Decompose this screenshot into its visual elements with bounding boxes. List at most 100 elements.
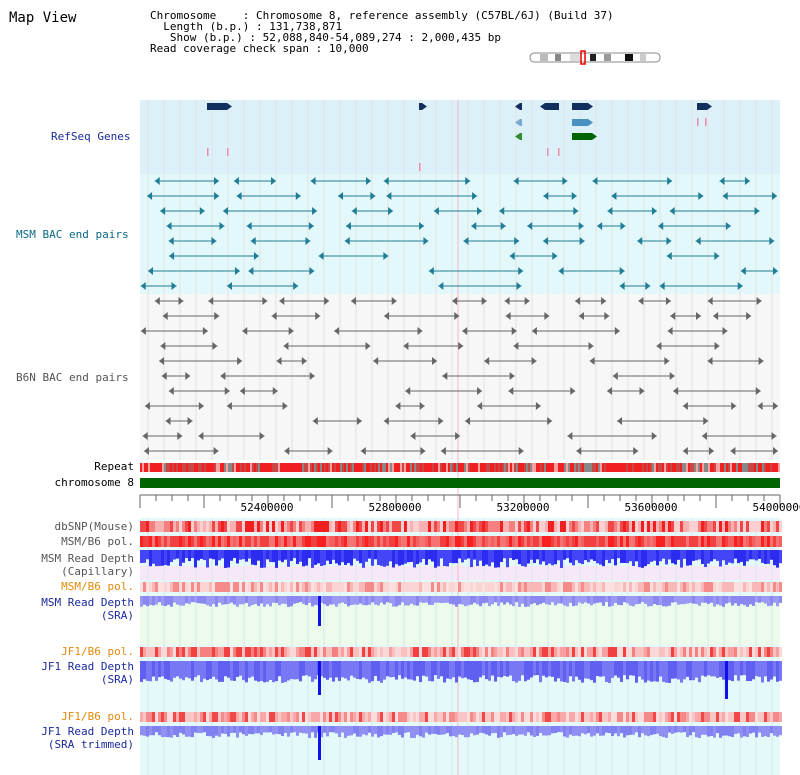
msm-sra-depth-bar <box>632 596 635 607</box>
jf1-b6-pol-2-cell <box>356 712 359 722</box>
msm-capillary-depth-bar <box>161 550 164 566</box>
jf1-b6-pol-cell <box>722 647 725 657</box>
b6n-bac-pair <box>713 312 752 320</box>
jf1-b6-pol-cell <box>209 647 212 657</box>
msm-sra-depth-bar <box>140 596 143 607</box>
msm-b6-pol-cell <box>656 536 659 547</box>
dbsnp-cell <box>434 521 437 532</box>
msm-sra-depth-bar <box>671 596 674 603</box>
dbsnp-label[interactable]: dbSNP(Mouse) <box>54 520 134 533</box>
bac-end-left <box>373 357 379 365</box>
jf1-b6-pol-2-cell <box>143 712 146 722</box>
repeat-segment <box>580 463 582 472</box>
repeat-segment <box>720 463 722 472</box>
bac-end-right <box>731 402 737 410</box>
dbsnp-cell <box>662 521 665 532</box>
jf1-b6-pol-2-cell <box>260 712 263 722</box>
jf1-b6-pol-2-label[interactable]: JF1/B6 pol. <box>61 710 134 723</box>
msm-capillary-depth-bar <box>467 550 470 559</box>
msm-read-depth-capillary-label[interactable]: MSM Read Depth (Capillary) <box>0 552 134 578</box>
jf1-trimmed-depth-bar <box>212 726 215 738</box>
msm-b6-pol-label[interactable]: MSM/B6 pol. <box>61 535 134 548</box>
jf1-b6-pol-2-cell <box>761 712 764 722</box>
msm-capillary-depth-bar <box>539 550 542 565</box>
repeat-segment <box>578 463 580 472</box>
jf1-read-depth-trimmed-label[interactable]: JF1 Read Depth (SRA trimmed) <box>0 725 134 751</box>
gene-body <box>520 103 522 110</box>
b6n-bac-pair <box>403 342 464 350</box>
bac-end-left <box>312 417 318 425</box>
msm-capillary-depth-bar <box>341 550 344 563</box>
msm-bac-label[interactable]: MSM BAC end pairs <box>16 228 129 241</box>
msm-capillary-depth-bar <box>572 550 575 566</box>
gene-feature <box>515 133 522 140</box>
repeat-segment <box>274 463 276 472</box>
repeat-segment <box>190 463 192 472</box>
refseq-genes-label[interactable]: RefSeq Genes <box>51 130 131 143</box>
repeat-segment <box>438 463 440 472</box>
msm-sra-depth-bar <box>197 596 200 604</box>
gene-body <box>545 103 559 110</box>
msm-b6-pol-cell <box>587 536 590 547</box>
bac-end-right <box>619 267 625 275</box>
jf1-b6-pol-2-cell <box>305 712 308 722</box>
msm-b6-pol-2-cell <box>581 582 584 592</box>
msm-bac-track[interactable] <box>140 177 778 290</box>
msm-sra-depth-bar <box>251 596 254 605</box>
dbsnp-cell <box>353 521 356 532</box>
jf1-b6-pol-2-cell <box>323 712 326 722</box>
repeat-segment <box>572 463 574 472</box>
b6n-bac-label[interactable]: B6N BAC end pairs <box>16 371 129 384</box>
bac-end-right <box>588 342 594 350</box>
b6n-bac-track[interactable] <box>140 297 778 455</box>
msm-b6-pol-2-cell <box>524 582 527 592</box>
chromosome-ideogram[interactable] <box>529 50 661 65</box>
bac-end-right <box>667 177 673 185</box>
dbsnp-cell <box>677 521 680 532</box>
jf1-b6-pol-2-cell <box>539 712 542 722</box>
bac-end-left <box>722 192 728 200</box>
msm-capillary-depth-bar <box>398 550 401 566</box>
jf1-b6-pol-2-cell <box>701 712 704 722</box>
jf1-b6-pol-cell <box>353 647 356 657</box>
msm-sra-depth-bar <box>470 596 473 605</box>
jf1-b6-pol-cell <box>404 647 407 657</box>
jf1-b6-pol-2-cell <box>158 712 161 722</box>
dbsnp-cell <box>332 521 335 532</box>
repeat-segment <box>250 463 252 472</box>
repeat-segment <box>764 463 766 472</box>
msm-capillary-depth-bar <box>242 550 245 560</box>
jf1-b6-pol-2-cell <box>680 712 683 722</box>
jf1-trimmed-depth-bar <box>149 726 152 736</box>
repeat-segment <box>464 463 466 472</box>
msm-capillary-depth-bar <box>281 550 284 563</box>
b6n-bac-pair <box>154 297 184 305</box>
jf1-b6-pol-2-cell <box>593 712 596 722</box>
jf1-b6-pol-2-cell <box>383 712 386 722</box>
msm-capillary-depth-bar <box>464 550 467 560</box>
msm-sra-depth-bar <box>647 596 650 607</box>
jf1-read-depth-sra-label[interactable]: JF1 Read Depth (SRA) <box>0 660 134 686</box>
bac-end-left <box>484 357 490 365</box>
msm-sra-depth-bar <box>584 596 587 603</box>
jf1-b6-pol-cell <box>515 647 518 657</box>
msm-capillary-depth-bar <box>236 550 239 564</box>
msm-b6-pol-2-cell <box>554 582 557 592</box>
msm-b6-pol-2-cell <box>257 582 260 592</box>
jf1-trimmed-depth-bar <box>398 726 401 735</box>
jf1-b6-pol-cell <box>737 647 740 657</box>
repeat-segment <box>200 463 202 472</box>
msm-b6-pol-2-cell <box>347 582 350 592</box>
dbsnp-cell <box>152 521 155 532</box>
jf1-trimmed-depth-bar <box>620 726 623 734</box>
jf1-sra-depth-bar <box>650 661 653 682</box>
msm-b6-pol-cell <box>425 536 428 547</box>
dbsnp-cell <box>569 521 572 532</box>
msm-capillary-depth-bar <box>299 550 302 562</box>
gene-feature <box>419 103 427 110</box>
refseq-genes-track[interactable] <box>207 103 712 171</box>
msm-read-depth-sra-label[interactable]: MSM Read Depth (SRA) <box>0 596 134 622</box>
msm-b6-pol-2-label[interactable]: MSM/B6 pol. <box>61 580 134 593</box>
jf1-b6-pol-label[interactable]: JF1/B6 pol. <box>61 645 134 658</box>
msm-sra-depth-bar <box>572 596 575 607</box>
